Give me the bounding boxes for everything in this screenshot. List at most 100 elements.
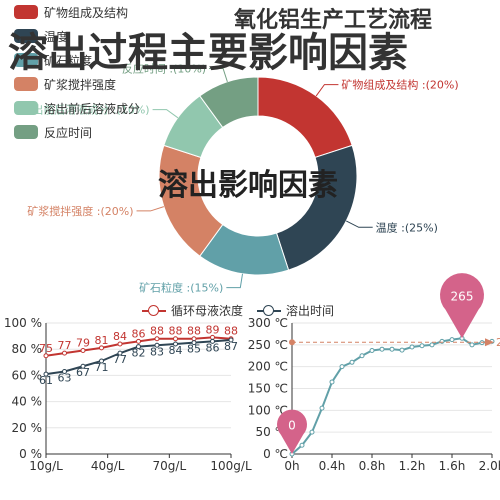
data-point[interactable] xyxy=(389,346,395,352)
pie-center-label: 溶出影响因素 xyxy=(158,168,338,203)
data-point[interactable] xyxy=(80,363,86,369)
x-tick-label: 0.8h xyxy=(359,459,386,473)
pie-legend-label: 温度 xyxy=(44,29,69,44)
pie-legend-item[interactable]: 矿石粒度 xyxy=(14,50,140,70)
x-tick-label: 10g/L xyxy=(29,459,63,473)
y-tick-label: 100 ℃ xyxy=(248,403,288,417)
pie-slice-label: 溶出前后溶液成分 :(10%) xyxy=(21,103,149,117)
markpoint-label: 265 xyxy=(451,289,474,303)
data-point[interactable] xyxy=(409,344,415,350)
y-tick-label: 250 ℃ xyxy=(248,338,288,352)
data-point[interactable] xyxy=(99,345,104,351)
legend-liquor-label: 循环母液浓度 xyxy=(171,304,244,318)
data-point[interactable] xyxy=(349,359,355,365)
pie-slice-label: 反应时间 :(10%) xyxy=(122,62,206,76)
data-point[interactable] xyxy=(154,336,160,342)
data-point[interactable] xyxy=(80,348,86,354)
legend-swatch-icon xyxy=(14,29,38,43)
line-legend: 循环母液浓度 溶出时间 xyxy=(142,302,334,319)
data-label: 82 xyxy=(132,347,146,360)
data-point[interactable] xyxy=(99,358,104,364)
data-point[interactable] xyxy=(359,353,365,359)
data-point[interactable] xyxy=(210,338,215,344)
data-point[interactable] xyxy=(117,350,123,356)
data-label: 88 xyxy=(150,325,164,338)
pie-label-line xyxy=(209,68,228,82)
legend-item-liquor[interactable]: 循环母液浓度 xyxy=(142,302,243,319)
pie-legend-item[interactable]: 矿物组成及结构 xyxy=(14,2,140,22)
pie-legend-item[interactable]: 溶出前后溶液成分 xyxy=(14,98,140,118)
data-label: 85 xyxy=(187,343,201,356)
data-label: 61 xyxy=(39,374,53,387)
data-label: 83 xyxy=(150,345,164,358)
data-point[interactable] xyxy=(369,348,375,354)
pie-legend: 矿物组成及结构温度矿石粒度矿浆搅拌强度 溶出前后溶液成分反应时间 xyxy=(14,2,140,146)
pie-legend-label: 反应时间 xyxy=(44,125,93,140)
data-label: 84 xyxy=(169,344,183,357)
pie-legend-label: 矿石粒度 xyxy=(44,53,93,68)
data-point[interactable] xyxy=(399,347,405,353)
data-point[interactable] xyxy=(62,368,67,374)
legend-swatch-icon xyxy=(14,5,38,19)
legend-time-icon xyxy=(257,304,282,317)
pie-legend-item[interactable]: 矿浆搅拌强度 xyxy=(14,74,140,94)
data-point[interactable] xyxy=(191,340,197,346)
markpoint-pin-icon[interactable] xyxy=(277,409,308,454)
data-label: 81 xyxy=(95,334,109,347)
y-tick-label: 40 % xyxy=(12,395,43,409)
markpoint-label: 0 xyxy=(288,419,296,433)
data-point[interactable] xyxy=(117,341,123,347)
pie-slice-label: 温度 :(25%) xyxy=(376,220,438,234)
data-label: 77 xyxy=(113,353,127,366)
x-tick-label: 1.2h xyxy=(399,459,426,473)
pie-slice-label: 矿浆搅拌强度 :(20%) xyxy=(27,204,133,218)
data-point[interactable] xyxy=(419,343,425,349)
pie-legend-item[interactable]: 温度 xyxy=(14,26,140,46)
markline-label: 25 xyxy=(496,336,500,349)
pie-chart: 矿物组成及结构 :(20%) 温度 :(25%) 矿石粒度 :(15%) 矿浆搅拌强度… xyxy=(21,62,458,295)
data-label: 84 xyxy=(113,330,127,343)
legend-swatch-icon xyxy=(14,53,38,67)
pie-slice[interactable] xyxy=(199,76,259,129)
pie-slice-label: 矿石粒度 :(15%) xyxy=(139,281,223,295)
markline-start-icon xyxy=(289,339,295,346)
markpoint-pin-icon[interactable] xyxy=(440,273,484,339)
data-point[interactable] xyxy=(136,338,141,344)
data-point[interactable] xyxy=(62,350,67,356)
data-point[interactable] xyxy=(449,337,455,343)
pie-legend-item[interactable]: 反应时间 xyxy=(14,122,140,142)
data-label: 88 xyxy=(187,325,201,338)
data-point[interactable] xyxy=(379,346,385,352)
y-tick-label: 60 % xyxy=(12,368,43,382)
x-tick-label: 40g/L xyxy=(91,459,125,473)
data-point[interactable] xyxy=(319,405,325,411)
data-point[interactable] xyxy=(173,336,178,342)
data-label: 86 xyxy=(206,341,220,354)
data-point[interactable] xyxy=(329,379,335,385)
pie-slice-label: 矿物组成及结构 :(20%) xyxy=(341,78,458,92)
data-point[interactable] xyxy=(469,342,475,348)
data-point[interactable] xyxy=(136,344,141,350)
pie-slice[interactable] xyxy=(257,76,353,159)
y-tick-label: 150 ℃ xyxy=(248,382,288,396)
pie-label-line xyxy=(152,109,179,119)
data-label: 63 xyxy=(58,371,72,384)
data-point[interactable] xyxy=(339,364,345,370)
data-point[interactable] xyxy=(228,337,234,343)
series-line[interactable] xyxy=(291,337,493,455)
data-point[interactable] xyxy=(439,338,445,344)
data-point[interactable] xyxy=(429,342,435,348)
x-tick-label: 1.6h xyxy=(439,459,466,473)
y-tick-label: 80 % xyxy=(12,342,43,356)
data-point[interactable] xyxy=(299,442,305,448)
legend-item-time[interactable]: 溶出时间 xyxy=(257,302,334,319)
data-point[interactable] xyxy=(309,429,315,435)
y-tick-label: 100 % xyxy=(4,316,42,330)
data-point[interactable] xyxy=(43,371,49,377)
data-point[interactable] xyxy=(43,353,49,359)
data-point[interactable] xyxy=(173,341,178,347)
x-tick-label: 0.4h xyxy=(319,459,346,473)
data-point[interactable] xyxy=(154,342,160,348)
legend-swatch-icon xyxy=(14,101,38,115)
